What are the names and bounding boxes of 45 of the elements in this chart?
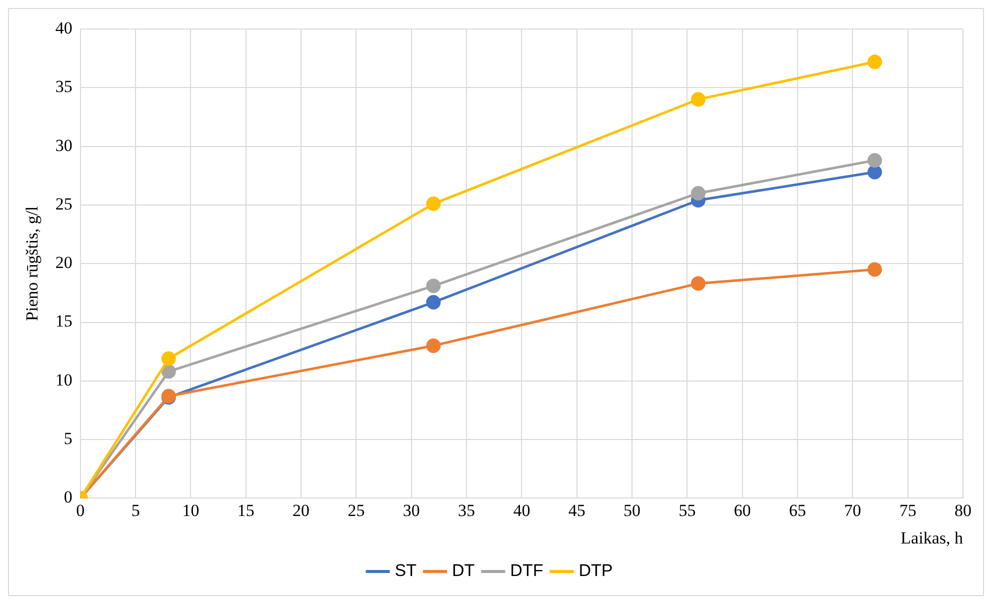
point xyxy=(161,351,176,366)
point xyxy=(867,153,882,168)
x-tick-label: 40 xyxy=(513,500,530,520)
y-tick-label: 10 xyxy=(55,370,72,390)
x-tick-label: 75 xyxy=(899,500,916,520)
legend-label: DT xyxy=(452,561,475,580)
x-tick-label: 80 xyxy=(954,500,972,520)
point xyxy=(161,364,176,379)
point xyxy=(690,186,706,200)
x-tick-label: 50 xyxy=(624,500,641,520)
point xyxy=(690,276,706,291)
point xyxy=(867,262,882,277)
y-tick-label: 35 xyxy=(55,77,72,96)
x-tick-label: 25 xyxy=(348,500,365,520)
x-tick-label: 35 xyxy=(458,500,476,520)
x-tick-label: 10 xyxy=(182,500,200,520)
x-tick-label: 70 xyxy=(844,500,862,520)
x-tick-label: 55 xyxy=(678,500,696,520)
y-tick-label: 40 xyxy=(55,18,72,38)
point xyxy=(426,278,441,294)
y-axis-title: Pieno rūgštis, g/l xyxy=(22,206,42,321)
legend-label: DTF xyxy=(510,561,544,580)
point xyxy=(426,338,441,353)
point xyxy=(426,295,441,310)
y-tick-label: 0 xyxy=(64,488,72,507)
y-tick-label: 5 xyxy=(64,429,72,448)
x-axis-title: Laikas, h xyxy=(900,528,964,548)
point xyxy=(867,54,882,70)
point xyxy=(690,92,706,107)
x-tick-label: 65 xyxy=(789,500,806,520)
x-tick-label: 20 xyxy=(292,500,310,520)
x-tick-label: 45 xyxy=(568,500,586,520)
legend-label: DTP xyxy=(578,561,613,580)
x-tick-label: 5 xyxy=(131,500,140,520)
point xyxy=(426,196,441,212)
x-tick-label: 15 xyxy=(237,500,254,520)
y-tick-label: 25 xyxy=(55,194,72,214)
point xyxy=(867,164,882,180)
y-tick-label: 15 xyxy=(55,312,72,331)
x-tick-label: 60 xyxy=(734,500,751,520)
x-tick-label: 30 xyxy=(402,500,420,520)
legend-label: ST xyxy=(394,561,417,580)
x-tick-label: 0 xyxy=(76,500,85,520)
y-tick-label: 30 xyxy=(55,136,72,155)
y-tick-label: 20 xyxy=(55,253,72,272)
